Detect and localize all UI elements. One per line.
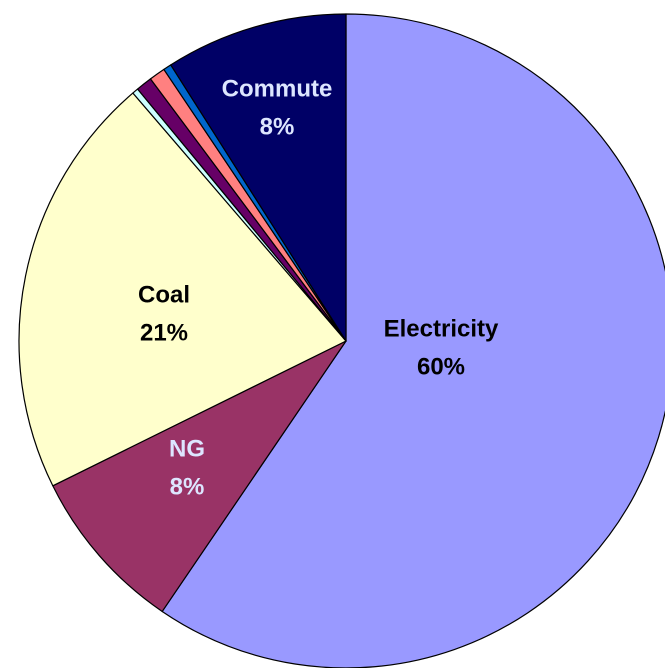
slices-layer (18, 13, 665, 668)
pie-slice-commute (170, 13, 347, 342)
pie-slice-coal (18, 92, 347, 487)
pie-slice-ng (52, 340, 347, 613)
slice-percent-commute: 8% (260, 113, 295, 140)
labels-layer: Electricity 60% NG 8% Coal 21% Commute 8% (138, 75, 499, 500)
slice-label-commute: Commute (222, 75, 333, 102)
slice-percent-ng: 8% (170, 473, 205, 500)
slice-label-electricity: Electricity (384, 315, 499, 342)
slice-label-coal: Coal (138, 281, 190, 308)
slice-label-ng: NG (169, 435, 205, 462)
slice-percent-electricity: 60% (417, 353, 465, 380)
slice-percent-coal: 21% (140, 319, 188, 346)
